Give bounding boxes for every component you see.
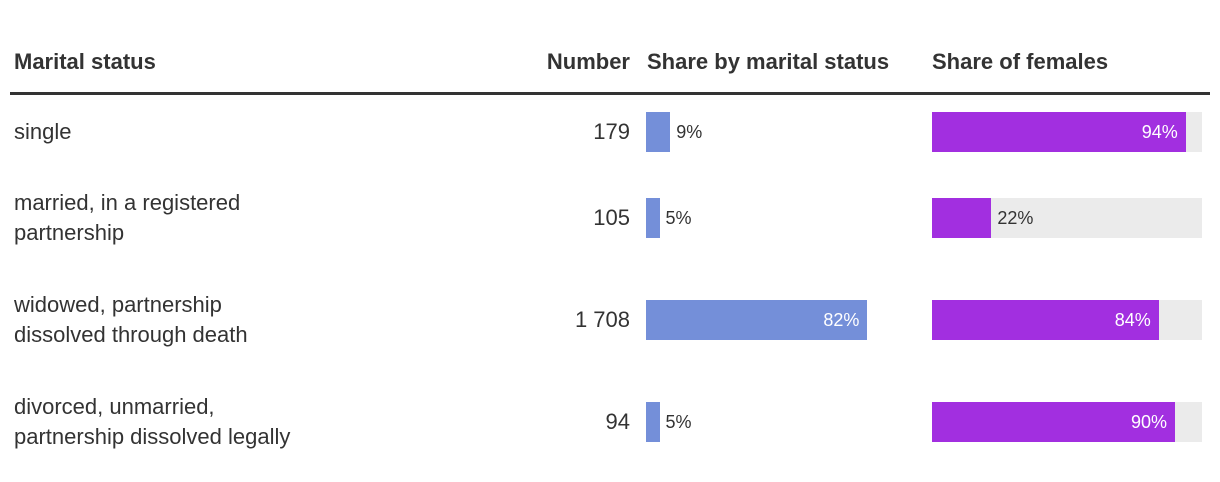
female-bar [932,198,992,238]
column-header: Marital status [14,49,156,74]
row-label: dissolved through death [14,322,248,347]
female-bar [932,402,1175,442]
value-label: 84% [1114,310,1151,330]
value-label: 94% [1141,122,1178,142]
value-label: 5% [665,412,692,432]
number-cell: 94 [605,409,630,434]
share-bar [646,402,660,442]
row-label: partnership dissolved legally [14,424,291,449]
row-label: single [14,119,72,144]
row-label: divorced, unmarried, [14,394,215,419]
header-rule [10,92,1210,95]
female-bar [932,300,1159,340]
column-header: Share by marital status [647,49,890,74]
value-label: 82% [823,310,860,330]
number-cell: 179 [593,119,630,144]
column-header: Share of females [932,49,1109,74]
value-label: 90% [1130,412,1167,432]
row-label: widowed, partnership [14,292,222,317]
share-bar [646,112,671,152]
number-cell: 1 708 [574,307,630,332]
column-header: Number [546,49,630,74]
value-label: 5% [665,208,692,228]
row-label: married, in a registered [14,190,241,215]
value-label: 9% [676,122,703,142]
number-cell: 105 [593,205,630,230]
female-bar [932,112,1186,152]
row-label: partnership [14,220,125,245]
share-bar [646,300,868,340]
value-label: 22% [997,208,1034,228]
share-bar [646,198,660,238]
